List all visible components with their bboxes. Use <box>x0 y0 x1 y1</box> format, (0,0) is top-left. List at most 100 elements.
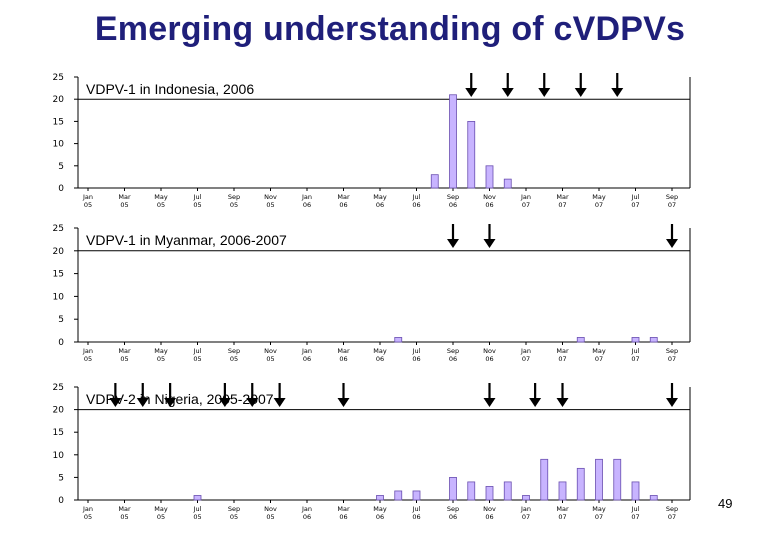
x-tick-label-year: 07 <box>631 513 639 521</box>
arrow-head <box>447 239 459 248</box>
arrow-head <box>483 239 496 248</box>
x-tick-label-year: 05 <box>230 355 238 363</box>
arrow-down-icon <box>574 73 587 97</box>
bar <box>449 476 457 501</box>
x-tick-label-year: 05 <box>157 513 165 521</box>
y-tick-label: 20 <box>53 95 65 105</box>
x-tick-label-month: May <box>592 193 606 201</box>
x-tick-label-year: 06 <box>303 201 311 209</box>
x-tick-label-year: 05 <box>193 201 201 209</box>
x-tick-label-year: 05 <box>266 201 274 209</box>
x-tick-label-year: 06 <box>376 201 384 209</box>
chart-title: VDPV-1 in Indonesia, 2006 <box>86 81 254 97</box>
arrow-head <box>136 398 149 407</box>
chart-panel-2: 0510152025Jan05Mar05May05Jul05Sep05Nov05… <box>53 224 691 363</box>
x-tick-label-year: 06 <box>339 201 347 209</box>
arrow-head <box>666 398 678 407</box>
x-tick-label-month: Jul <box>412 347 421 355</box>
x-tick-label-month: Mar <box>556 193 569 201</box>
x-tick-label-month: Sep <box>228 347 240 355</box>
x-tick-label-month: Jul <box>631 505 640 513</box>
arrow-down-icon <box>164 383 177 407</box>
x-tick-label-year: 06 <box>412 513 420 521</box>
bar <box>394 337 403 343</box>
x-tick-label-year: 06 <box>339 513 347 521</box>
x-tick-label-year: 07 <box>522 355 530 363</box>
x-tick-label-month: Jul <box>193 193 202 201</box>
y-tick-label: 10 <box>53 140 65 150</box>
x-tick-label-year: 05 <box>230 513 238 521</box>
x-tick-label-month: Mar <box>118 193 131 201</box>
bar <box>631 337 640 343</box>
y-tick-label: 0 <box>58 496 64 506</box>
x-tick-label-year: 07 <box>668 355 676 363</box>
arrow-head <box>164 398 177 407</box>
y-tick-label: 15 <box>53 117 64 127</box>
x-tick-label-month: Mar <box>118 505 131 513</box>
y-tick-label: 25 <box>53 73 64 83</box>
x-tick-label-year: 07 <box>631 355 639 363</box>
x-tick-label-month: Mar <box>337 347 350 355</box>
bar <box>467 481 476 501</box>
chart-panel-1: 0510152025Jan05Mar05May05Jul05Sep05Nov05… <box>53 73 691 209</box>
y-tick-label: 10 <box>53 451 65 461</box>
x-tick-label-year: 06 <box>303 355 311 363</box>
arrow-down-icon <box>447 224 459 248</box>
arrow-down-icon <box>465 73 478 97</box>
x-tick-label-month: Jan <box>82 505 93 513</box>
arrow-head <box>574 88 587 97</box>
arrow-down-icon <box>501 73 514 97</box>
x-tick-label-month: May <box>373 347 387 355</box>
arrow-down-icon <box>218 383 231 407</box>
bar <box>576 467 585 501</box>
x-tick-label-year: 06 <box>376 355 384 363</box>
x-tick-label-month: May <box>373 193 387 201</box>
bar <box>485 486 494 501</box>
x-tick-label-year: 07 <box>631 201 639 209</box>
y-tick-label: 0 <box>58 338 64 348</box>
arrow-down-icon <box>666 383 678 407</box>
arrow-down-icon <box>246 383 259 407</box>
y-tick-label: 25 <box>53 383 64 393</box>
arrow-down-icon <box>337 383 350 407</box>
y-tick-label: 0 <box>58 184 64 194</box>
arrow-down-icon <box>529 383 542 407</box>
x-tick-label-month: Nov <box>264 347 277 355</box>
x-tick-label-month: Sep <box>666 347 678 355</box>
x-tick-label-year: 07 <box>595 201 603 209</box>
x-tick-label-year: 06 <box>449 513 457 521</box>
x-tick-label-year: 05 <box>157 201 165 209</box>
arrow-head <box>483 398 496 407</box>
bar <box>449 94 457 189</box>
x-tick-label-year: 05 <box>266 355 274 363</box>
y-tick-label: 5 <box>58 315 64 325</box>
x-tick-label-month: Jul <box>193 505 202 513</box>
arrow-head <box>109 398 122 407</box>
x-tick-label-year: 07 <box>558 513 566 521</box>
x-tick-label-year: 07 <box>595 355 603 363</box>
x-tick-label-month: May <box>592 347 606 355</box>
x-tick-label-month: Jan <box>301 505 312 513</box>
x-tick-label-year: 06 <box>485 201 493 209</box>
arrow-down-icon <box>666 224 678 248</box>
x-tick-label-month: Sep <box>447 193 459 201</box>
bar <box>503 481 512 501</box>
arrow-down-icon <box>136 383 149 407</box>
x-tick-label-year: 07 <box>522 201 530 209</box>
bar <box>193 495 202 501</box>
bar <box>485 165 494 189</box>
arrow-head <box>218 398 231 407</box>
x-tick-label-month: Nov <box>264 505 277 513</box>
x-tick-label-year: 05 <box>193 513 201 521</box>
x-tick-label-month: May <box>154 347 168 355</box>
bar <box>540 458 549 501</box>
x-tick-label-month: Jan <box>301 347 312 355</box>
x-tick-label-year: 05 <box>193 355 201 363</box>
x-tick-label-month: Sep <box>447 347 459 355</box>
x-tick-label-year: 07 <box>668 201 676 209</box>
x-tick-label-year: 06 <box>339 355 347 363</box>
arrow-down-icon <box>273 383 286 407</box>
arrow-head <box>465 88 478 97</box>
x-tick-label-year: 05 <box>157 355 165 363</box>
x-tick-label-month: Nov <box>483 347 496 355</box>
